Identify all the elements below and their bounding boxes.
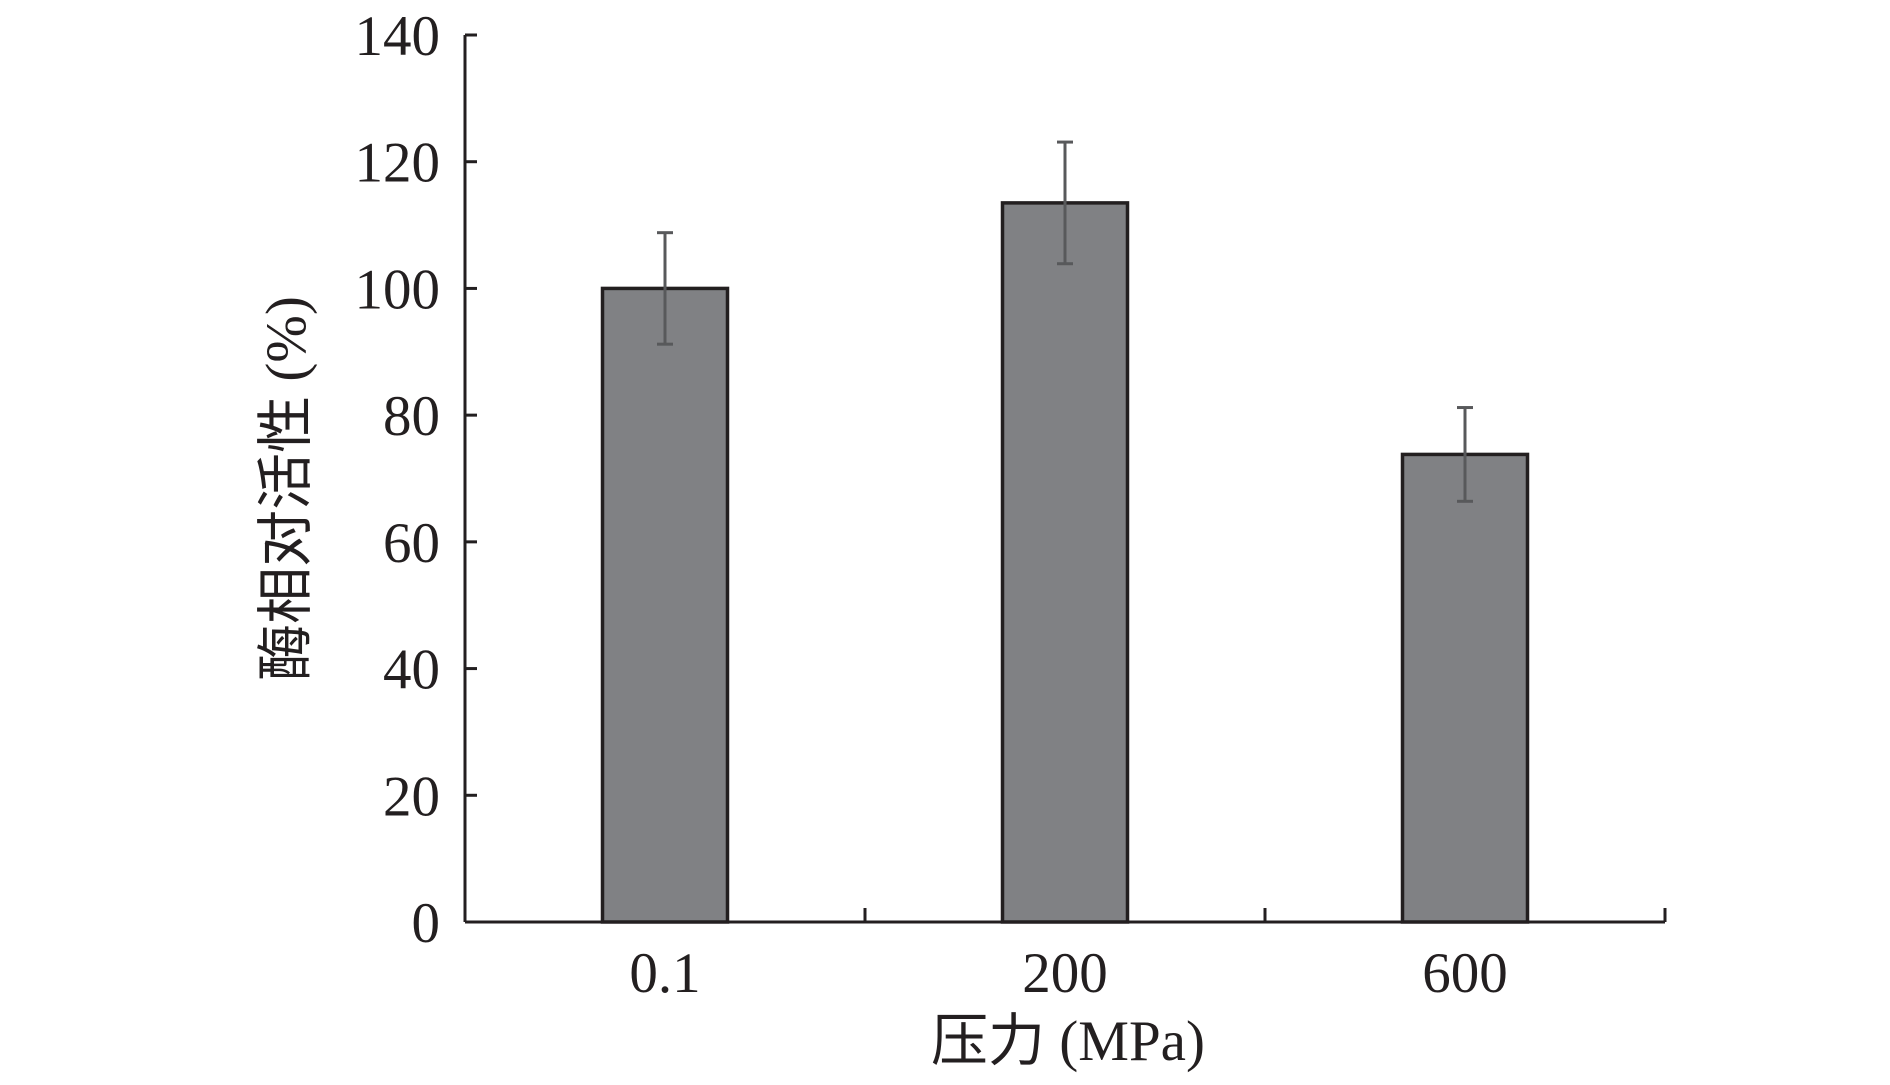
y-tick-label: 0 (412, 892, 441, 955)
x-tick-label: 600 (1422, 942, 1508, 1005)
y-tick-label: 140 (355, 5, 441, 68)
x-axis-title: 压力 (MPa) (931, 1010, 1205, 1073)
bar (1000, 201, 1130, 924)
error-bar (1057, 140, 1073, 266)
error-bars (657, 140, 1473, 503)
x-axis-ticks: 0.1 200 600 (629, 908, 1667, 1005)
y-tick-label: 40 (383, 639, 440, 702)
error-bar (657, 231, 673, 346)
error-bar (1457, 406, 1473, 503)
x-tick-label: 0.1 (629, 942, 700, 1005)
x-tick-label: 200 (1022, 942, 1108, 1005)
y-axis-title: 酶相对活性 (%) (255, 296, 318, 681)
y-tick-label: 80 (383, 385, 440, 448)
bar (1400, 452, 1530, 924)
y-tick-label: 100 (355, 258, 441, 321)
bars (600, 201, 1530, 924)
y-tick-label: 20 (383, 765, 440, 828)
bar (600, 286, 730, 924)
y-tick-label: 120 (355, 132, 441, 195)
y-tick-label: 60 (383, 512, 440, 575)
y-axis-ticks: 0 20 40 60 80 100 120 140 (355, 5, 477, 955)
